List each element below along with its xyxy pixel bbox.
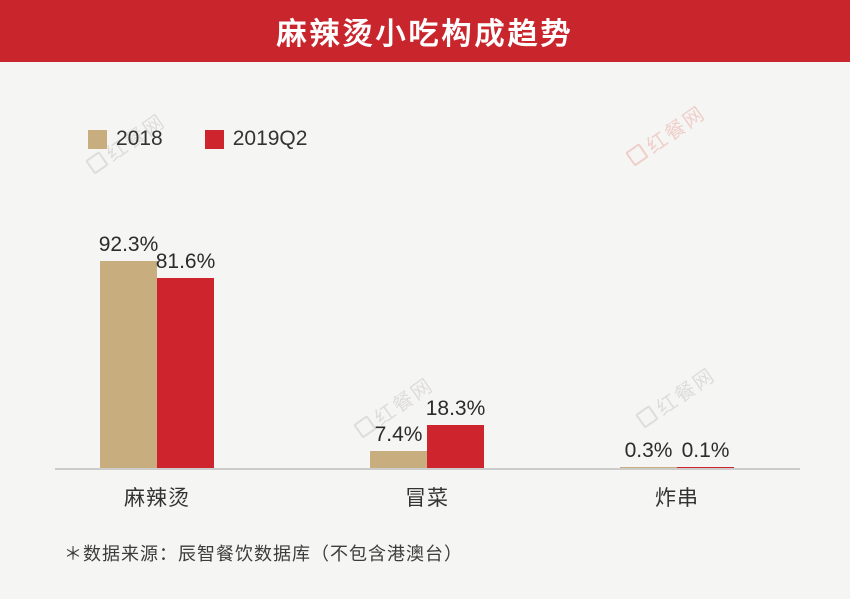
chart-legend: 2018 2019Q2: [88, 127, 307, 151]
bar-2019q2-zhachuan: [677, 466, 734, 468]
legend-swatch-2018: [88, 129, 107, 149]
value-label: 81.6%: [155, 249, 216, 273]
value-label: 18.3%: [425, 397, 486, 421]
header-band: 麻辣烫小吃构成趋势: [0, 0, 850, 62]
bar-group-maocai: 7.4% 18.3% 冒菜: [370, 233, 486, 510]
legend-label-2018: 2018: [116, 127, 163, 150]
category-label-maocai: 冒菜: [405, 487, 449, 510]
value-label: 0.3%: [624, 438, 673, 462]
bar-column: 18.3%: [425, 233, 486, 468]
value-label: 0.1%: [681, 438, 730, 462]
bar-column: 92.3%: [98, 233, 159, 468]
bar-pair: 0.3% 0.1%: [620, 233, 734, 468]
watermark-logo-icon: [85, 151, 109, 175]
bar-column: 81.6%: [155, 233, 216, 468]
legend-item-2019q2: 2019Q2: [204, 127, 308, 151]
bar-pair: 7.4% 18.3%: [370, 233, 486, 468]
watermark-logo-icon: [625, 143, 649, 167]
data-source-footnote: ＊数据来源：辰智餐饮数据库（不包含港澳台）: [64, 544, 463, 564]
bar-2018-malatang: [100, 261, 157, 468]
category-label-zhachuan: 炸串: [655, 487, 699, 510]
category-label-malatang: 麻辣烫: [124, 487, 190, 510]
watermark-text: 红餐网: [643, 102, 710, 159]
bar-column: 0.1%: [677, 233, 734, 468]
bar-2019q2-maocai: [427, 425, 484, 468]
bar-2018-zhachuan: [620, 466, 677, 468]
bar-column: 7.4%: [370, 233, 427, 468]
bar-group-zhachuan: 0.3% 0.1% 炸串: [620, 233, 734, 510]
value-label: 7.4%: [374, 422, 423, 446]
bar-group-malatang: 92.3% 81.6% 麻辣烫: [98, 233, 216, 510]
legend-swatch-2019q2: [204, 129, 224, 149]
legend-item-2018: 2018: [88, 127, 163, 151]
value-label: 92.3%: [98, 233, 159, 256]
bar-2019q2-malatang: [157, 277, 214, 468]
bar-2018-maocai: [370, 450, 427, 468]
watermark: 红餐网: [622, 97, 711, 171]
bar-chart: 92.3% 81.6% 麻辣烫 7.4% 18.3%: [55, 233, 800, 510]
page-title: 麻辣烫小吃构成趋势: [276, 18, 574, 51]
legend-label-2019q2: 2019Q2: [232, 127, 308, 150]
bar-column: 0.3%: [620, 233, 677, 468]
bar-pair: 92.3% 81.6%: [98, 233, 216, 468]
